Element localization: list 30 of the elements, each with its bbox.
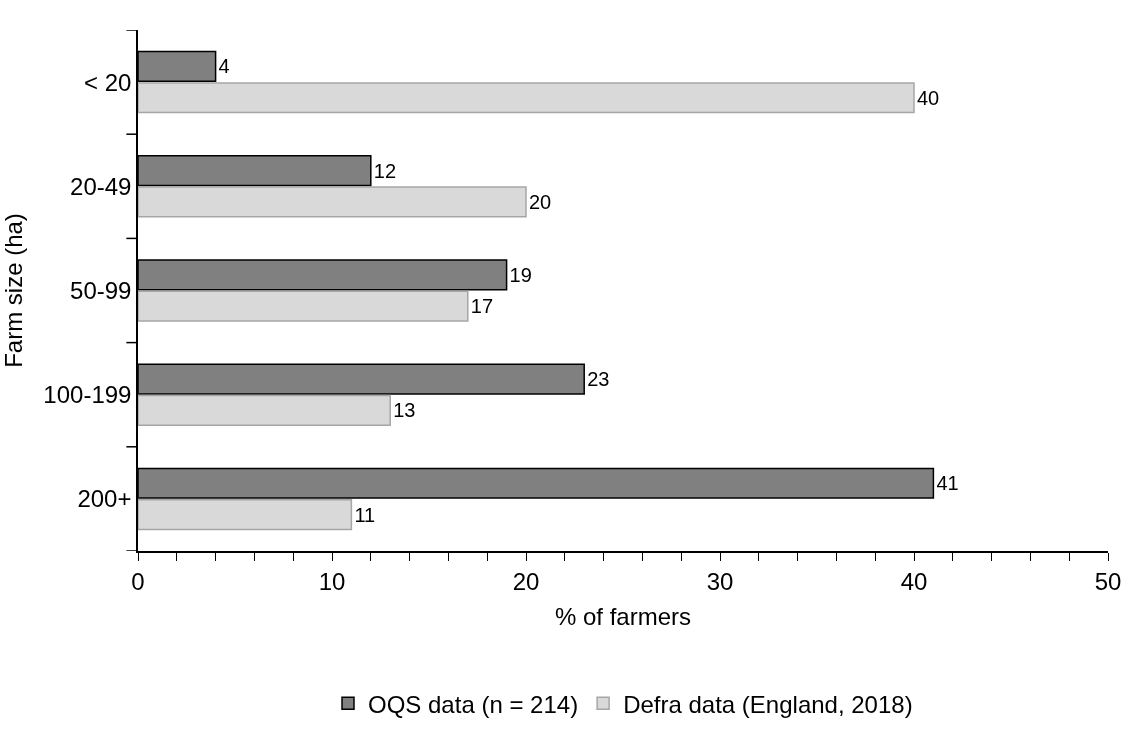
data-label: 4: [218, 55, 230, 78]
x-tick-label: 40: [900, 567, 928, 595]
data-label: 12: [373, 159, 397, 182]
x-tick-label: 0: [131, 567, 145, 595]
y-tick-label: 50-99: [70, 276, 132, 304]
y-tick-label: < 20: [84, 68, 132, 96]
y-axis-title: Farm size (ha): [0, 213, 27, 368]
data-label: 19: [509, 263, 532, 286]
data-label: 17: [470, 295, 494, 318]
data-label: 20: [529, 190, 552, 213]
legend-label: Defra data (England, 2018): [623, 690, 913, 718]
bar: [138, 186, 527, 218]
bar: [138, 82, 915, 114]
data-label: 11: [354, 503, 376, 526]
legend-label: OQS data (n = 214): [368, 690, 579, 718]
y-tick-label: 20-49: [70, 172, 132, 200]
y-tick-label: 200+: [77, 485, 132, 513]
data-label: 23: [587, 368, 610, 391]
bar: [138, 290, 469, 322]
x-axis-title: % of farmers: [554, 603, 692, 631]
data-label: 41: [936, 472, 959, 495]
data-label: 13: [393, 399, 416, 422]
bar: [138, 394, 391, 426]
x-tick-label: 10: [318, 567, 346, 595]
data-label: 40: [917, 86, 940, 109]
x-tick-label: 30: [706, 567, 734, 595]
y-tick-label: 100-199: [43, 381, 132, 409]
x-tick-label: 50: [1094, 567, 1122, 595]
x-tick-label: 20: [512, 567, 540, 595]
bar: [138, 498, 353, 531]
